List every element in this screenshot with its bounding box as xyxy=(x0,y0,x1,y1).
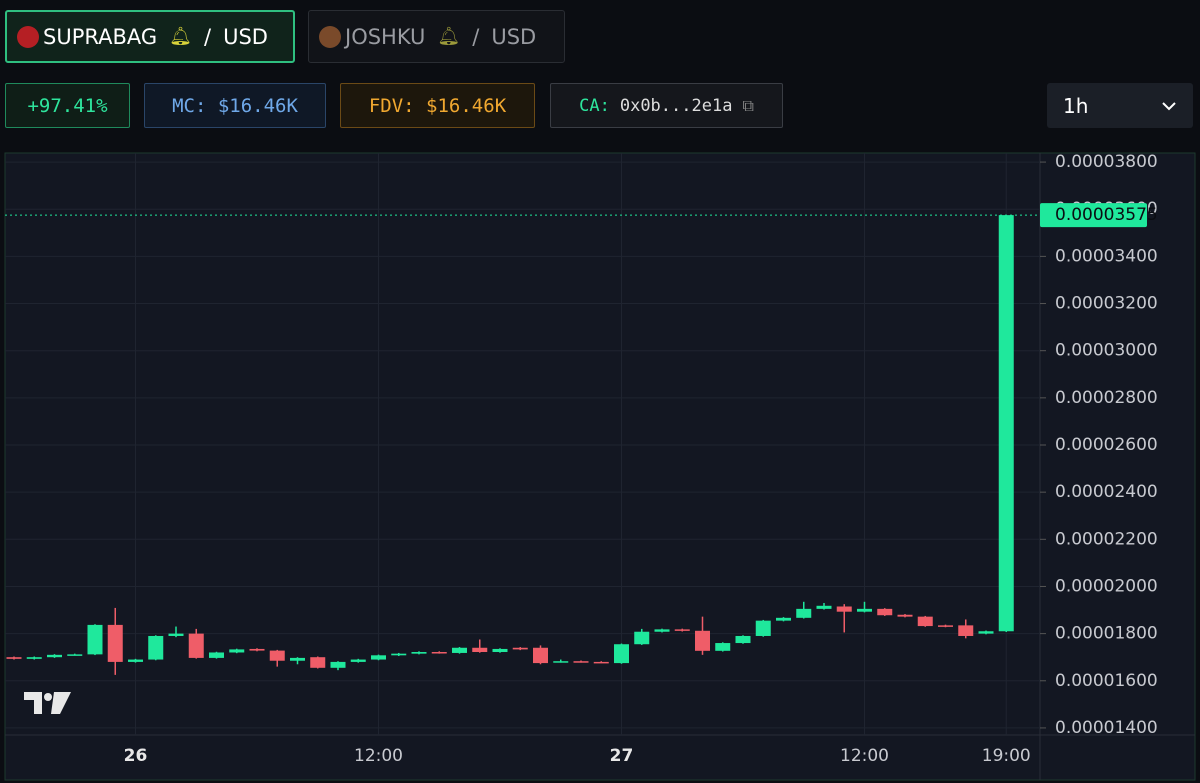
candle-body xyxy=(290,657,305,661)
candle-body xyxy=(695,630,710,651)
fdv: FDV: $16.46K xyxy=(368,94,507,117)
candle-body xyxy=(553,661,569,663)
candle-body xyxy=(249,648,265,651)
interval: 1h xyxy=(1063,93,1089,118)
candle-body xyxy=(593,661,609,664)
token-icon xyxy=(17,25,39,48)
y-tick-label: 0.00002600 xyxy=(1055,435,1158,455)
x-tick-label: 27 xyxy=(610,746,634,766)
candle-body xyxy=(391,653,407,656)
change: +97.41% xyxy=(27,94,108,117)
y-tick-label: 0.00002800 xyxy=(1055,388,1158,408)
x-tick-label: 19:00 xyxy=(982,746,1031,766)
candle-body xyxy=(512,647,528,650)
token-name: SUPRABAG xyxy=(43,24,158,49)
y-tick-label: 0.00003800 xyxy=(1055,152,1158,172)
candle-body xyxy=(310,657,326,668)
tradingview-logo xyxy=(24,692,71,714)
candle-body xyxy=(47,654,62,658)
bell-icon[interactable]: 🔔︎ xyxy=(437,26,461,47)
candle-body xyxy=(472,647,488,653)
separator: / xyxy=(472,24,480,49)
candle-body xyxy=(998,215,1014,632)
pair-tab[interactable]: JOSHKU 🔔︎ / USD xyxy=(308,10,565,63)
copy-icon[interactable]: ⧉ xyxy=(742,95,754,115)
y-tick-label: 0.00002400 xyxy=(1055,482,1158,502)
last-price-badge xyxy=(1040,203,1147,228)
candle-body xyxy=(452,647,467,653)
candle-body xyxy=(897,614,913,617)
candle-body xyxy=(755,620,771,636)
candle-body xyxy=(87,624,103,655)
token-name: JOSHKU xyxy=(345,24,426,49)
change-badge: +97.41% xyxy=(5,83,130,128)
candle-body xyxy=(107,624,123,662)
candle-body xyxy=(776,617,791,621)
contract: 0x0b...2e1a xyxy=(619,95,733,116)
y-tick-label: 0.00001600 xyxy=(1055,671,1158,691)
y-tick-label: 0.00003200 xyxy=(1055,294,1158,314)
interval-select[interactable]: 1h xyxy=(1047,83,1193,128)
quote: USD xyxy=(223,24,268,49)
candle-body xyxy=(674,629,690,631)
candle-body xyxy=(533,647,548,664)
x-tick-label: 12:00 xyxy=(354,746,403,766)
candle-body xyxy=(128,659,143,662)
y-tick-label: 0.00001800 xyxy=(1055,624,1158,644)
ca-badge[interactable]: CA: 0x0b...2e1a ⧉ xyxy=(550,83,783,128)
candle-body xyxy=(229,649,245,653)
y-tick-label: 0.00001400 xyxy=(1055,718,1158,738)
separator: / xyxy=(204,24,212,49)
last-price-label: 0.00003575 xyxy=(1055,205,1158,225)
chevron xyxy=(1162,101,1176,110)
candle-body xyxy=(836,606,852,612)
candle-body xyxy=(978,631,994,634)
y-tick-label: 0.00002200 xyxy=(1055,529,1158,549)
candle-body xyxy=(431,652,447,654)
y-tick-label: 0.00002000 xyxy=(1055,576,1158,596)
candle-body xyxy=(715,643,731,651)
y-tick-label: 0.00003400 xyxy=(1055,246,1158,266)
candle-body xyxy=(269,650,285,661)
candle-body xyxy=(816,605,832,609)
candle-body xyxy=(877,608,893,616)
candle-body xyxy=(857,608,872,612)
candle-body xyxy=(67,654,83,656)
candle-body xyxy=(6,657,22,659)
candle-body xyxy=(209,652,224,658)
chart-panel xyxy=(4,152,1196,781)
pair-tab[interactable]: SUPRABAG 🔔︎ / USD xyxy=(5,10,295,63)
candle-body xyxy=(958,625,974,636)
candle-body xyxy=(26,657,42,659)
ca-label: CA: xyxy=(579,95,610,116)
candle-body xyxy=(492,648,508,653)
candle-body xyxy=(330,661,346,668)
candle-body xyxy=(938,625,953,627)
candle-body xyxy=(371,655,386,660)
candle-body xyxy=(634,631,650,645)
x-tick-label: 12:00 xyxy=(840,746,889,766)
mc-badge: MC: $16.46K xyxy=(144,83,326,128)
candle-body xyxy=(188,633,204,658)
token-icon xyxy=(319,25,341,48)
candle-body xyxy=(735,635,751,644)
candle-body xyxy=(614,644,629,664)
y-tick-label: 0.00003000 xyxy=(1055,341,1158,361)
quote: USD xyxy=(491,24,537,49)
x-tick-label: 26 xyxy=(124,746,148,766)
candle-body xyxy=(654,629,670,632)
candle-body xyxy=(411,652,427,654)
candle-body xyxy=(796,608,812,618)
candle-body xyxy=(168,633,184,636)
fdv-badge: FDV: $16.46K xyxy=(340,83,535,128)
bell-icon[interactable]: 🔔︎ xyxy=(169,26,193,47)
market-cap: MC: $16.46K xyxy=(172,94,298,117)
candle-body xyxy=(350,659,366,662)
candle-body xyxy=(573,661,589,663)
candle-body xyxy=(917,616,933,627)
candle-body xyxy=(148,635,164,660)
